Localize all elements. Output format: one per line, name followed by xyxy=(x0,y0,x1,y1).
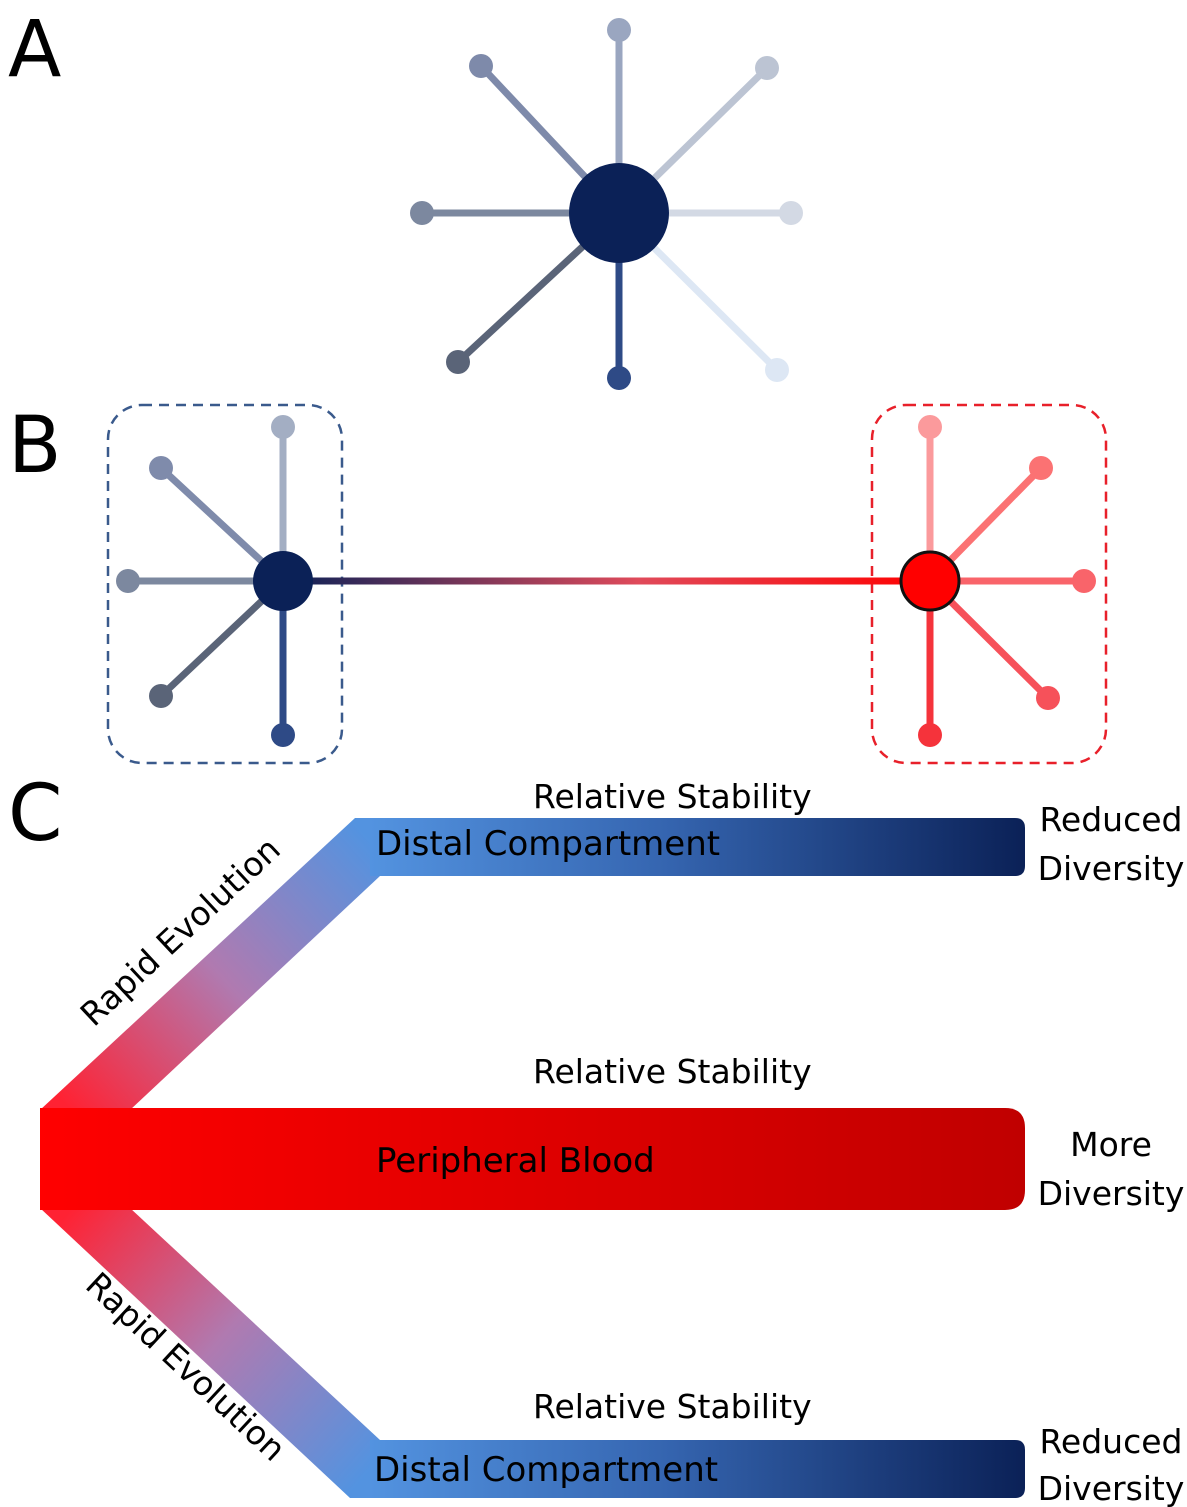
upper-end-label-line2: Diversity xyxy=(1038,849,1185,888)
lower-distal-band xyxy=(370,1440,1025,1498)
upper-distal-band xyxy=(370,818,1025,876)
middle-end-label-line1: More xyxy=(1070,1125,1152,1164)
panel-a-leaf-node xyxy=(779,201,803,225)
lower-distal-band-label: Distal Compartment xyxy=(374,1450,718,1490)
panel-c-label: C xyxy=(8,769,62,859)
peripheral-blood-band-label: Peripheral Blood xyxy=(376,1141,655,1181)
lower-end-label-line1: Reduced xyxy=(1039,1422,1182,1461)
panel-a-leaf-node xyxy=(755,56,779,80)
lower-relative-stability-label: Relative Stability xyxy=(533,1387,812,1426)
red-cluster-hub-node xyxy=(899,550,961,612)
blue-cluster-leaf-node xyxy=(271,415,295,439)
panel-c-branch-diagram: Distal Compartment Peripheral Blood Dist… xyxy=(40,777,1184,1507)
upper-end-label-line1: Reduced xyxy=(1039,800,1182,839)
panel-b-label: B xyxy=(8,401,62,491)
red-cluster-leaf-node xyxy=(1072,569,1096,593)
middle-relative-stability-label: Relative Stability xyxy=(533,1052,812,1091)
lower-end-label-line2: Diversity xyxy=(1038,1469,1185,1507)
panel-a-hub-node xyxy=(569,163,669,263)
blue-cluster-leaf-node xyxy=(149,684,173,708)
blue-cluster-hub-node xyxy=(253,551,313,611)
lower-rapid-evolution-rail xyxy=(40,1208,380,1498)
blue-cluster-leaf-node xyxy=(271,723,295,747)
red-cluster-leaf-node xyxy=(918,723,942,747)
blue-cluster-leaf-node xyxy=(149,456,173,480)
blue-cluster-leaf-node xyxy=(116,569,140,593)
upper-relative-stability-label: Relative Stability xyxy=(533,777,812,816)
peripheral-blood-band xyxy=(40,1108,1025,1210)
panel-a-leaf-node xyxy=(410,201,434,225)
panel-a-star-network xyxy=(410,18,803,390)
panel-a-leaf-node xyxy=(607,18,631,42)
panel-b-network xyxy=(106,403,1108,765)
upper-distal-band-label: Distal Compartment xyxy=(376,824,720,864)
panel-a-leaf-node xyxy=(607,366,631,390)
panel-a-leaf-node xyxy=(765,358,789,382)
panel-a-label: A xyxy=(8,5,61,95)
middle-end-label-line2: Diversity xyxy=(1038,1174,1185,1213)
panel-a-leaf-node xyxy=(469,54,493,78)
red-cluster-leaf-node xyxy=(918,415,942,439)
red-cluster-leaf-node xyxy=(1036,686,1060,710)
upper-rapid-evolution-rail xyxy=(40,818,380,1110)
red-cluster-leaf-node xyxy=(1029,456,1053,480)
panel-a-leaf-node xyxy=(446,350,470,374)
